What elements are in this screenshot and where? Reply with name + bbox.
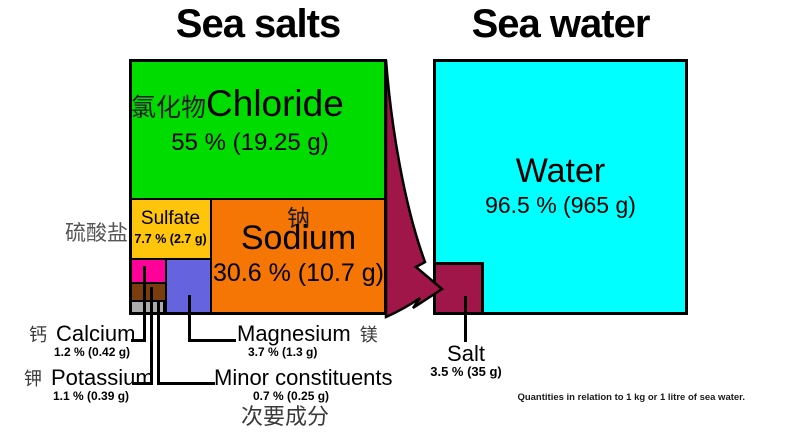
magnesium-leader-horizontal — [188, 339, 236, 342]
minor-constituents-label-zh: 次要成分 — [241, 405, 330, 430]
sodium-percent-label: 30.6 % (10.7 g) — [213, 259, 384, 287]
chloride-label: 氯化物Chloride — [131, 84, 385, 132]
potassium-label: 钾 Potassium — [24, 365, 154, 391]
sulfate-label-en: Sulfate — [140, 208, 201, 229]
salt-leader-vertical — [464, 296, 467, 342]
sea-water-title: Sea water — [471, 2, 651, 46]
calcium-leader-vertical — [143, 266, 146, 342]
magnesium-leader-vertical — [188, 295, 191, 342]
calcium-label-en: Calcium — [56, 321, 136, 346]
chloride-label-en: Chloride — [206, 83, 344, 124]
salt-percent-label: 3.5 % (35 g) — [430, 364, 502, 379]
calcium-label-zh: 钙 — [29, 325, 47, 346]
magnesium-percent-label: 3.7 % (1.3 g) — [248, 345, 318, 359]
sea-salts-title: Sea salts — [175, 2, 341, 46]
potassium-block — [129, 282, 167, 302]
flow-arrow-svg — [384, 59, 445, 319]
calcium-label: 钙 Calcium — [29, 321, 135, 347]
flow-arrow — [384, 59, 445, 319]
sulfate-percent-label: 7.7 % (2.7 g) — [134, 232, 207, 246]
magnesium-label-en: Magnesium — [237, 321, 351, 346]
calcium-percent-label: 1.2 % (0.42 g) — [54, 345, 131, 359]
sodium-label-zh: 钠 — [287, 206, 310, 232]
water-label-en: Water — [515, 152, 606, 190]
salt-label-en: Salt — [447, 341, 485, 366]
magnesium-label-zh: 镁 — [359, 325, 378, 346]
calcium-block — [129, 258, 167, 284]
magnesium-label: Magnesium 镁 — [237, 321, 378, 347]
minor-constituents-leader-horizontal — [157, 382, 215, 385]
potassium-percent-label: 1.1 % (0.39 g) — [53, 389, 130, 403]
potassium-label-en: Potassium — [51, 365, 154, 390]
calcium-leader-horizontal — [131, 339, 146, 342]
minor-constituents-percent-label: 0.7 % (0.25 g) — [253, 389, 330, 403]
chloride-percent-label: 55 % (19.25 g) — [171, 129, 329, 156]
water-percent-label: 96.5 % (965 g) — [485, 192, 636, 218]
minor-constituents-leader-vertical — [157, 302, 160, 385]
potassium-leader-vertical — [150, 287, 153, 385]
sodium-label-en: Sodium — [240, 219, 357, 257]
potassium-label-zh: 钾 — [24, 369, 42, 390]
sulfate-label-zh: 硫酸盐 — [65, 221, 128, 245]
chloride-label-zh: 氯化物 — [131, 93, 207, 122]
minor-constituents-label: Minor constituents — [214, 365, 393, 390]
potassium-leader-horizontal — [133, 382, 153, 385]
footnote: Quantities in relation to 1 kg or 1 litr… — [517, 392, 745, 403]
